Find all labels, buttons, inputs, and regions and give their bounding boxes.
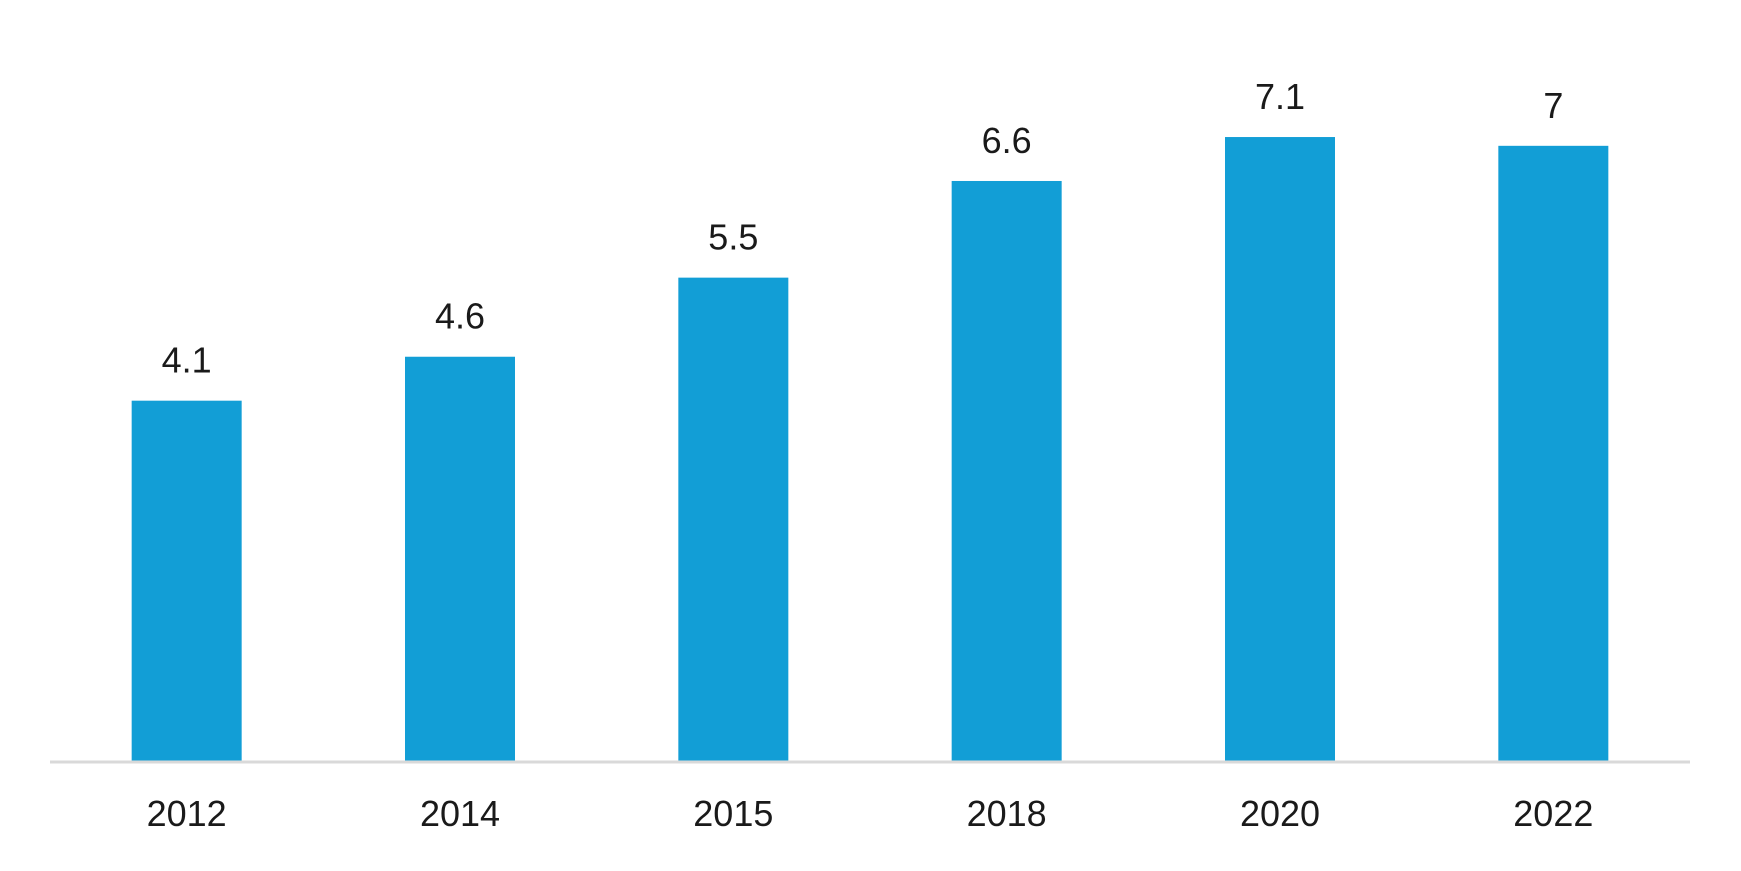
bar-2020 <box>1225 137 1335 762</box>
x-tick-labels-group: 2012 2014 2015 2018 2020 2022 <box>147 793 1594 834</box>
x-tick-label-2022: 2022 <box>1513 793 1593 834</box>
bar-2015 <box>678 277 789 761</box>
value-label-2012: 4.1 <box>162 340 212 381</box>
value-label-2020: 7.1 <box>1255 76 1305 117</box>
bar-2022 <box>1498 145 1609 761</box>
value-label-2014: 4.6 <box>435 296 485 337</box>
x-tick-label-2012: 2012 <box>147 793 227 834</box>
bar-2012 <box>131 400 242 761</box>
x-tick-label-2015: 2015 <box>693 793 773 834</box>
value-label-2015: 5.5 <box>708 217 758 258</box>
x-tick-label-2018: 2018 <box>967 793 1047 834</box>
bar-2014 <box>405 356 515 761</box>
x-tick-label-2014: 2014 <box>420 793 500 834</box>
value-label-2022: 7 <box>1543 85 1563 126</box>
bars-group <box>131 137 1609 762</box>
value-label-2018: 6.6 <box>982 120 1032 161</box>
bar-2018 <box>951 180 1062 762</box>
value-labels-group: 4.1 4.6 5.5 6.6 7.1 7 <box>162 76 1564 381</box>
x-tick-label-2020: 2020 <box>1240 793 1320 834</box>
